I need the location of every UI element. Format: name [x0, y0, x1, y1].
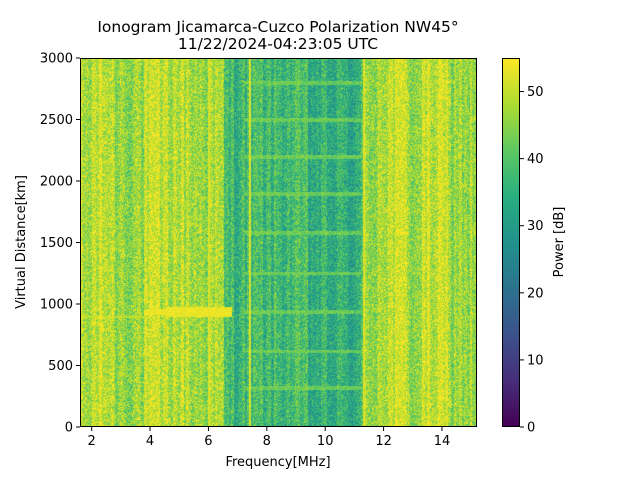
x-tick-label: 4 — [146, 434, 154, 449]
x-tick-label: 10 — [317, 434, 334, 449]
colorbar-tick-label: 0 — [527, 421, 535, 436]
y-tick-label: 1000 — [40, 298, 73, 313]
y-tick-label: 1500 — [40, 236, 73, 251]
colorbar-frame — [502, 58, 520, 427]
colorbar-tick-label: 40 — [527, 152, 544, 167]
colorbar: 0 10 20 30 40 50 Power [dB] — [502, 58, 567, 436]
plot-frame — [80, 58, 477, 427]
y-tick-label: 2000 — [40, 175, 73, 190]
colorbar-ticks: 0 10 20 30 40 50 — [520, 85, 544, 436]
colorbar-tick-label: 30 — [527, 219, 544, 234]
y-axis-ticks: 0 500 1000 1500 2000 2500 3000 — [40, 52, 80, 436]
x-tick-label: 14 — [434, 434, 451, 449]
heatmap-canvas — [80, 58, 477, 427]
x-tick-label: 12 — [375, 434, 392, 449]
heatmap-plot-area — [80, 58, 477, 427]
y-tick-label: 0 — [65, 421, 73, 436]
x-tick-label: 2 — [88, 434, 96, 449]
colorbar-tick-label: 10 — [527, 353, 544, 368]
colorbar-label: Power [dB] — [552, 207, 567, 278]
y-tick-label: 3000 — [40, 52, 73, 67]
colorbar-tick-label: 50 — [527, 85, 544, 100]
y-tick-label: 500 — [48, 359, 73, 374]
x-axis-label: Frequency[MHz] — [225, 455, 330, 470]
x-axis-ticks: 2 4 6 8 10 12 14 — [88, 427, 451, 449]
y-tick-label: 2500 — [40, 113, 73, 128]
x-tick-label: 8 — [263, 434, 271, 449]
chart-title: Ionogram Jicamarca-Cuzco Polarization NW… — [97, 18, 458, 36]
x-tick-label: 6 — [204, 434, 212, 449]
colorbar-gradient — [502, 58, 520, 427]
colorbar-tick-label: 20 — [527, 286, 544, 301]
chart-subtitle: 11/22/2024-04:23:05 UTC — [178, 35, 378, 53]
y-axis-label: Virtual Distance[km] — [14, 175, 29, 309]
